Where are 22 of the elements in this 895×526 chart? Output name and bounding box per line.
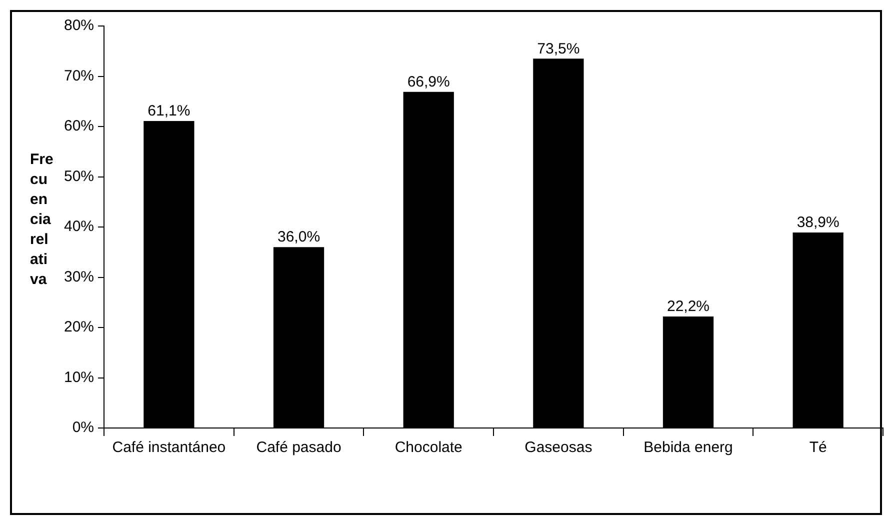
data-label: 61,1% xyxy=(148,102,190,120)
y-tick-label: 30% xyxy=(64,268,94,286)
x-tick-label: Café pasado xyxy=(256,439,342,456)
y-tick-label: 50% xyxy=(64,168,94,185)
x-tick-label: Chocolate xyxy=(394,439,462,456)
data-label: 73,5% xyxy=(537,40,580,58)
y-axis-title: Frecuencia relativa xyxy=(30,150,54,290)
x-tick-label: Café instantáneo xyxy=(112,439,226,456)
y-tick-label: 70% xyxy=(64,67,94,84)
data-label: 38,9% xyxy=(796,214,840,232)
y-tick-label: 80% xyxy=(64,17,94,34)
y-tick-label: 10% xyxy=(64,368,94,386)
data-label: 66,9% xyxy=(407,73,450,90)
x-tick-label: Bebida energ xyxy=(644,439,733,456)
y-tick-label: 20% xyxy=(64,318,94,336)
data-label: 22,2% xyxy=(666,298,710,316)
data-label: 36,0% xyxy=(277,228,320,246)
y-tick-label: 60% xyxy=(64,118,94,135)
x-tick-label: Gaseosas xyxy=(524,439,592,456)
y-tick-label: 40% xyxy=(64,218,94,236)
y-tick-label: 0% xyxy=(72,419,94,436)
x-tick-label: Té xyxy=(809,439,827,456)
